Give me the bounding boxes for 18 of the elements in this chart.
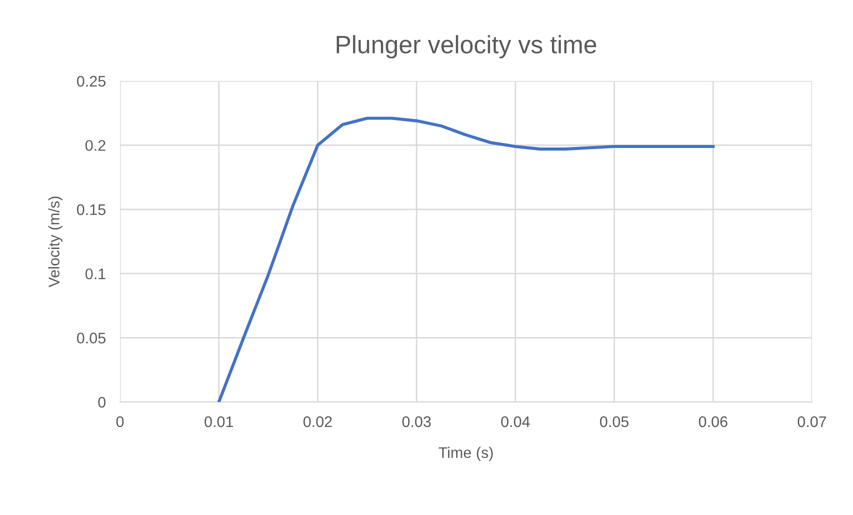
y-tick-label: 0.25 [76, 76, 106, 87]
x-tick-label: 0.07 [798, 416, 826, 428]
x-tick-label: 0.03 [402, 416, 431, 428]
x-tick-label: 0.05 [600, 416, 629, 428]
y-tick-label: 0.05 [76, 332, 106, 344]
x-tick-label: 0 [116, 416, 124, 428]
chart-title: Plunger velocity vs time [336, 35, 596, 58]
x-tick-label: 0.02 [303, 416, 332, 428]
x-tick-label: 0.01 [204, 416, 233, 428]
x-tick-label: 0.06 [698, 416, 728, 428]
y-tick-label: 0.2 [85, 140, 106, 151]
x-axis-title: Time (s) [438, 446, 493, 462]
y-tick-label: 0 [98, 396, 106, 408]
x-tick-label: 0.04 [501, 416, 530, 428]
line-series [217, 116, 715, 402]
y-tick-label: 0.15 [76, 204, 106, 216]
y-tick-label: 0.1 [85, 268, 106, 280]
y-axis-title: Velocity (m/s) [48, 196, 62, 288]
